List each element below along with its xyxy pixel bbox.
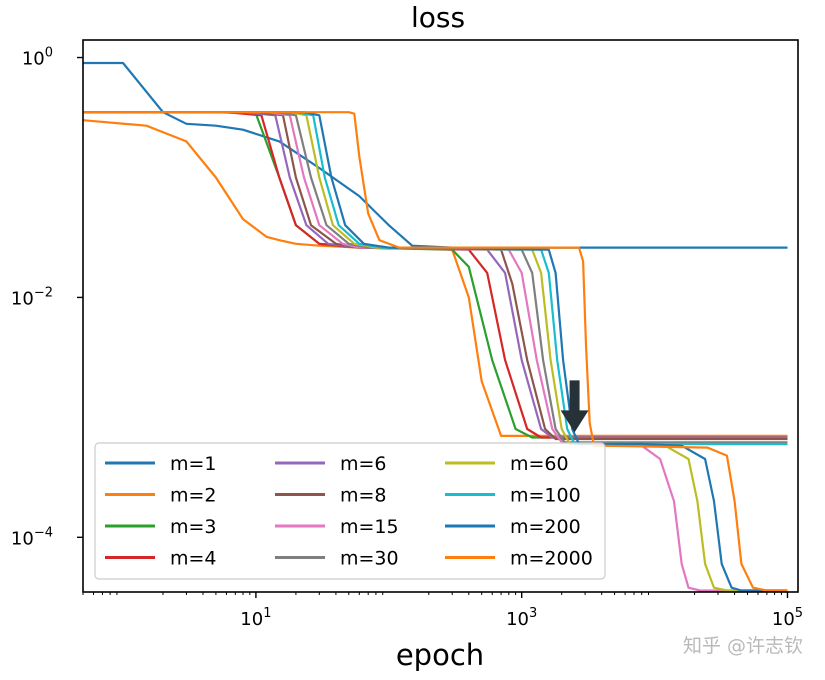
plot-frame — [82, 39, 799, 593]
series-line-m-4 — [83, 111, 788, 439]
legend-label: m=4 — [170, 548, 217, 570]
y-tick-label: 100 — [22, 46, 53, 70]
legend: m=1 m=2 m=3 m=4 m=6 m=8 m=15 m=30 m=60 m=100 m=200… — [94, 442, 606, 580]
series-line-m-200 — [83, 111, 788, 592]
legend-label: m=100 — [510, 485, 581, 507]
legend-label: m=15 — [340, 516, 399, 538]
x-tick-label: 103 — [506, 606, 537, 630]
series-layer — [82, 61, 788, 592]
legend-label: m=1 — [170, 453, 217, 475]
legend-label: m=2000 — [510, 548, 593, 570]
series-line-m-15 — [83, 111, 788, 592]
x-axis-label: epoch — [396, 638, 484, 672]
series-line-m-1 — [83, 61, 788, 249]
series-line-m-60 — [83, 111, 788, 592]
series-line-m-100 — [83, 111, 788, 446]
x-tick-label: 105 — [772, 606, 803, 630]
series-line-m-8 — [83, 111, 788, 441]
legend-label: m=30 — [340, 548, 399, 570]
legend-box — [94, 442, 606, 580]
y-tick-label: 10−4 — [11, 525, 53, 549]
watermark: 知乎 @许志钦 — [682, 635, 803, 657]
series-line-m-2 — [82, 119, 788, 437]
legend-label: m=6 — [340, 453, 387, 475]
y-tick-label: 10−2 — [11, 285, 53, 309]
legend-label: m=8 — [340, 485, 387, 507]
annotation-arrow — [560, 380, 589, 433]
series-line-m-6 — [83, 111, 788, 439]
legend-label: m=60 — [510, 453, 569, 475]
legend-label: m=3 — [170, 516, 217, 538]
legend-label: m=2 — [170, 485, 217, 507]
axis-layer: 101 103 105 100 10−2 10−4 — [11, 46, 803, 630]
legend-label: m=200 — [510, 516, 581, 538]
chart-title: loss — [411, 1, 465, 34]
series-line-m-30 — [83, 111, 788, 444]
series-line-m-2000 — [83, 111, 788, 592]
series-line-m-3 — [83, 111, 788, 439]
annotation-layer — [560, 380, 589, 433]
x-tick-label: 101 — [240, 606, 271, 630]
